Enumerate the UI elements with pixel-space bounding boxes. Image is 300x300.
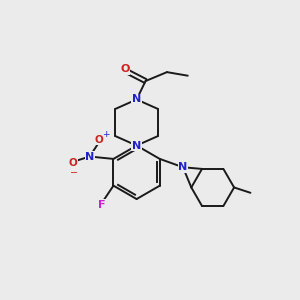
Text: O: O [94,135,103,145]
Text: +: + [103,130,110,139]
Text: N: N [132,94,141,104]
Text: O: O [120,64,129,74]
Text: −: − [70,169,78,178]
Text: N: N [85,152,94,161]
Text: O: O [69,158,77,168]
Text: F: F [98,200,105,210]
Text: N: N [178,162,188,172]
Text: N: N [132,140,141,151]
